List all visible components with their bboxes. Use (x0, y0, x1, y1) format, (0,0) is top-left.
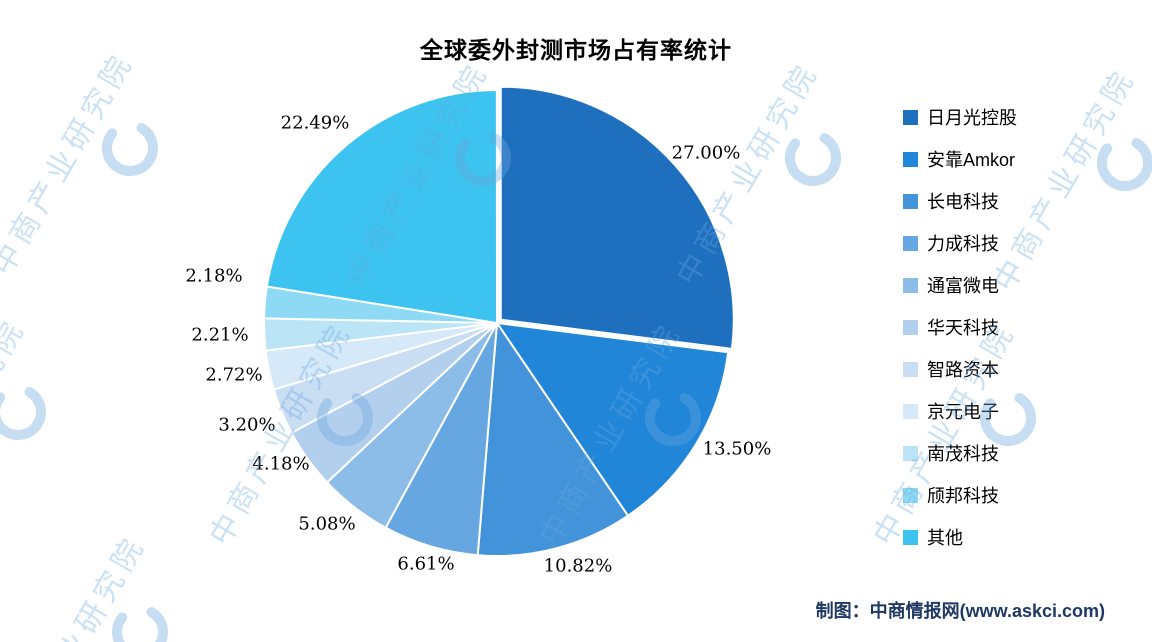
legend-item-9: 颀邦科技 (903, 474, 1017, 516)
source-credit: 制图：中商情报网(www.askci.com) (815, 601, 1105, 621)
legend-label: 通富微电 (927, 276, 999, 296)
legend-item-0: 日月光控股 (903, 96, 1017, 138)
legend-swatch-icon (903, 403, 918, 419)
legend-label: 安靠Amkor (927, 150, 1016, 170)
slice-label-8: 2.21% (191, 324, 249, 346)
pie-slice-2 (476, 322, 629, 557)
pie-slice-1 (496, 322, 730, 517)
legend-item-10: 其他 (903, 516, 1017, 558)
legend-label: 华天科技 (927, 318, 999, 338)
slice-label-4: 5.08% (298, 513, 356, 535)
legend-swatch-icon (903, 193, 918, 209)
legend-item-3: 力成科技 (903, 222, 1017, 264)
legend-swatch-icon (903, 151, 918, 167)
slice-label-6: 3.20% (218, 414, 276, 436)
legend-label: 力成科技 (927, 234, 999, 254)
legend-label: 南茂科技 (927, 444, 999, 464)
legend-label: 其他 (927, 528, 963, 548)
legend-swatch-icon (903, 235, 918, 251)
pie-slice-0 (499, 85, 735, 350)
legend-label: 颀邦科技 (927, 486, 999, 506)
legend-swatch-icon (903, 529, 918, 545)
legend-item-4: 通富微电 (903, 264, 1017, 306)
legend-label: 长电科技 (927, 192, 999, 212)
legend-swatch-icon (903, 487, 918, 503)
legend-item-8: 南茂科技 (903, 432, 1017, 474)
legend-swatch-icon (903, 277, 918, 293)
legend-swatch-icon (903, 319, 918, 335)
slice-label-0: 27.00% (671, 142, 741, 164)
legend-swatch-icon (903, 445, 918, 461)
legend-item-2: 长电科技 (903, 180, 1017, 222)
legend-label: 日月光控股 (927, 108, 1017, 128)
slice-label-5: 4.18% (252, 453, 310, 475)
pie-slice-10 (265, 89, 498, 324)
slice-label-10: 22.49% (280, 112, 350, 134)
slice-label-9: 2.18% (185, 265, 243, 287)
slice-label-7: 2.72% (205, 364, 263, 386)
chart-title: 全球委外封测市场占有率统计 (420, 37, 732, 63)
legend-label: 京元电子 (927, 402, 999, 422)
legend-swatch-icon (903, 361, 918, 377)
slice-label-1: 13.50% (702, 438, 772, 460)
legend-item-5: 华天科技 (903, 306, 1017, 348)
legend-item-7: 京元电子 (903, 390, 1017, 432)
legend-item-6: 智路资本 (903, 348, 1017, 390)
slice-label-3: 6.61% (397, 553, 455, 575)
legend: 日月光控股安靠Amkor 长电科技力成科技通富微电华天科技智路资本京元电子南茂科技… (903, 96, 1017, 558)
slice-label-2: 10.82% (543, 555, 613, 577)
legend-swatch-icon (903, 109, 918, 125)
legend-label: 智路资本 (927, 360, 999, 380)
legend-item-1: 安靠Amkor (903, 138, 1017, 180)
